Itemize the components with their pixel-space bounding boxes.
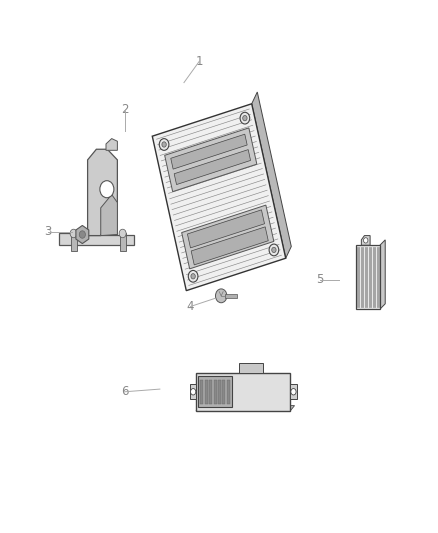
FancyBboxPatch shape xyxy=(120,233,126,251)
Polygon shape xyxy=(380,240,385,309)
Circle shape xyxy=(191,389,196,395)
Polygon shape xyxy=(101,195,117,236)
Circle shape xyxy=(188,270,198,282)
Circle shape xyxy=(272,247,276,253)
Circle shape xyxy=(119,229,126,238)
FancyBboxPatch shape xyxy=(214,380,216,404)
Polygon shape xyxy=(356,245,380,309)
Polygon shape xyxy=(182,205,274,269)
Circle shape xyxy=(162,142,166,147)
Polygon shape xyxy=(152,104,286,290)
Polygon shape xyxy=(191,227,268,265)
Circle shape xyxy=(240,112,250,124)
Polygon shape xyxy=(187,210,265,248)
Polygon shape xyxy=(174,150,251,184)
Polygon shape xyxy=(106,139,117,150)
Circle shape xyxy=(269,244,279,256)
Circle shape xyxy=(70,229,77,238)
Circle shape xyxy=(100,181,114,198)
Circle shape xyxy=(291,389,296,395)
Polygon shape xyxy=(361,236,370,245)
FancyBboxPatch shape xyxy=(227,380,230,404)
Text: 3: 3 xyxy=(45,225,52,238)
FancyBboxPatch shape xyxy=(223,380,226,404)
Polygon shape xyxy=(252,92,291,258)
Circle shape xyxy=(159,139,169,150)
Polygon shape xyxy=(239,363,263,373)
Text: 4: 4 xyxy=(187,300,194,313)
Text: 6: 6 xyxy=(121,385,129,398)
Circle shape xyxy=(191,273,195,279)
Circle shape xyxy=(79,231,85,238)
FancyBboxPatch shape xyxy=(201,380,203,404)
Polygon shape xyxy=(88,149,117,236)
Polygon shape xyxy=(290,384,297,399)
Polygon shape xyxy=(165,128,257,192)
Circle shape xyxy=(243,116,247,121)
FancyBboxPatch shape xyxy=(205,380,208,404)
FancyBboxPatch shape xyxy=(225,294,237,298)
Polygon shape xyxy=(190,384,197,399)
Circle shape xyxy=(364,238,368,243)
Circle shape xyxy=(215,289,227,303)
FancyBboxPatch shape xyxy=(218,380,221,404)
Text: 5: 5 xyxy=(316,273,323,286)
Polygon shape xyxy=(76,225,89,244)
Text: 2: 2 xyxy=(121,103,129,116)
Text: 1: 1 xyxy=(195,55,203,68)
FancyBboxPatch shape xyxy=(209,380,212,404)
Polygon shape xyxy=(59,233,134,245)
FancyBboxPatch shape xyxy=(71,233,77,251)
Polygon shape xyxy=(196,373,290,411)
Polygon shape xyxy=(171,134,247,169)
Polygon shape xyxy=(196,406,295,411)
Polygon shape xyxy=(198,376,232,407)
